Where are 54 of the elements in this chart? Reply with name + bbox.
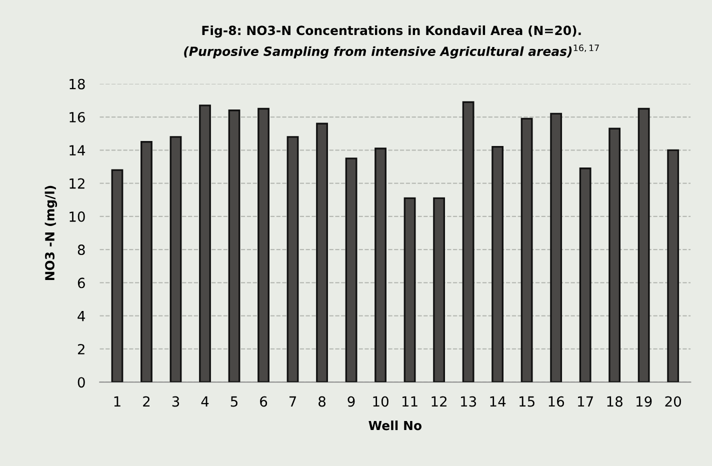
x-tick-label: 18 bbox=[607, 396, 622, 407]
x-tick-label: 19 bbox=[636, 396, 652, 407]
x-tick-label: 13 bbox=[460, 396, 476, 407]
bar bbox=[550, 112, 562, 382]
bar bbox=[608, 128, 621, 382]
x-tick-label: 15 bbox=[520, 396, 534, 407]
bar bbox=[170, 136, 182, 382]
bar bbox=[199, 104, 211, 382]
bar bbox=[579, 168, 592, 382]
x-tick-label: 3 bbox=[172, 396, 180, 407]
y-tick-label: 2 bbox=[78, 344, 84, 354]
y-tick-label: 4 bbox=[78, 310, 86, 322]
x-tick-label: 6 bbox=[260, 396, 268, 407]
x-tick-label: 10 bbox=[373, 396, 388, 407]
bar bbox=[286, 136, 299, 382]
y-tick-label: 8 bbox=[78, 244, 85, 256]
bar bbox=[345, 158, 358, 382]
bar bbox=[258, 108, 270, 382]
bar bbox=[520, 118, 533, 382]
bar bbox=[140, 141, 152, 382]
x-tick-label: 8 bbox=[318, 396, 326, 407]
bar bbox=[433, 197, 445, 382]
y-tick-label: 6 bbox=[78, 278, 85, 288]
chart-subtitle: (Purposive Sampling from intensive Agricultural areas)$^{16,17}$ bbox=[184, 44, 599, 59]
x-tick-label: 16 bbox=[548, 396, 564, 407]
x-axis-title: Well No bbox=[368, 420, 422, 430]
x-tick-label: 14 bbox=[490, 396, 506, 407]
y-tick-label: 14 bbox=[70, 145, 86, 156]
bar bbox=[404, 197, 416, 382]
bar bbox=[638, 108, 650, 382]
y-tick-label: 10 bbox=[70, 211, 85, 222]
x-tick-label: 4 bbox=[201, 396, 209, 407]
x-tick-label: 2 bbox=[143, 396, 150, 407]
x-tick-label: 9 bbox=[348, 396, 355, 407]
x-tick-label: 17 bbox=[578, 396, 593, 407]
y-axis-title: NO3 -N (mg/l) bbox=[44, 186, 58, 280]
x-tick-label: 5 bbox=[230, 396, 238, 407]
bar bbox=[228, 110, 240, 382]
bar bbox=[492, 146, 504, 382]
x-tick-label: 11 bbox=[402, 396, 418, 407]
bar bbox=[111, 169, 124, 382]
chart-title: Fig-8: NO3-N Concentrations in Kondavil Area (N=20). bbox=[202, 25, 581, 38]
bar bbox=[316, 122, 328, 382]
y-tick-label: 0 bbox=[78, 377, 85, 388]
x-tick-label: 1 bbox=[114, 396, 120, 407]
x-tick-label: 7 bbox=[289, 396, 296, 407]
bar bbox=[462, 101, 474, 382]
bar bbox=[374, 148, 386, 382]
x-tick-label: 12 bbox=[432, 396, 446, 407]
y-tick-label: 16 bbox=[70, 112, 85, 122]
x-tick-label: 20 bbox=[665, 396, 681, 407]
y-tick-label: 18 bbox=[70, 78, 85, 90]
y-tick-label: 12 bbox=[70, 178, 84, 189]
bar bbox=[667, 149, 680, 382]
